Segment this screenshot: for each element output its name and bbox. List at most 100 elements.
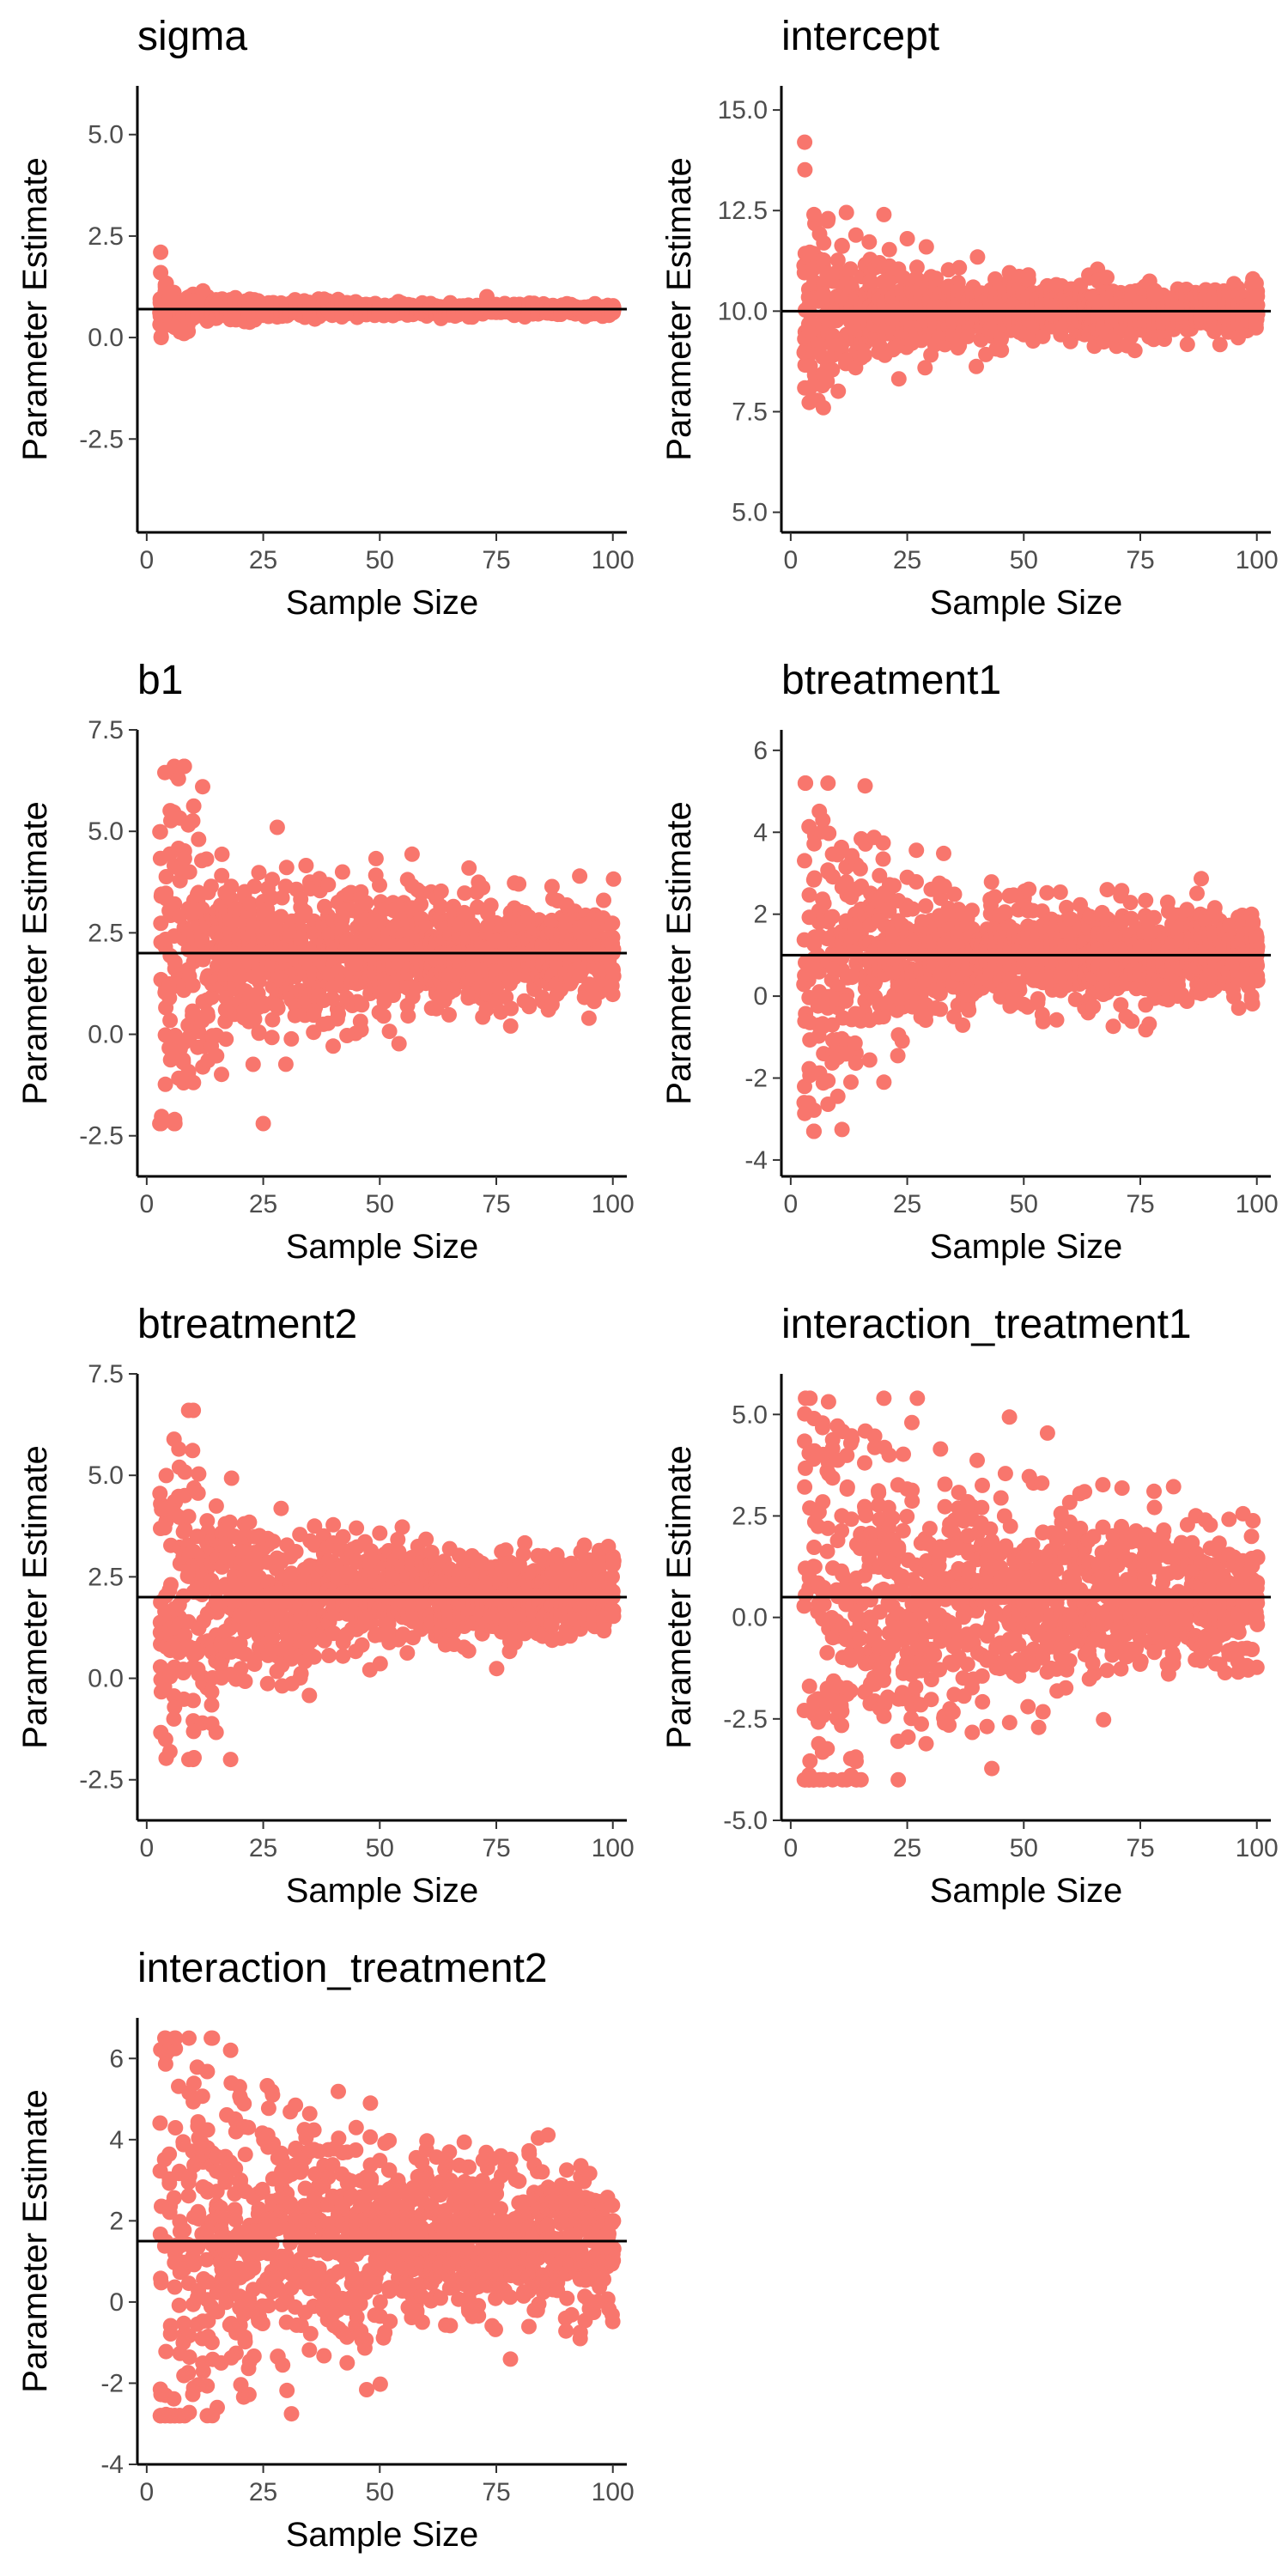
data-point xyxy=(997,904,1013,920)
data-point xyxy=(489,933,504,949)
data-point xyxy=(880,902,896,918)
data-point xyxy=(441,1006,457,1023)
data-point xyxy=(820,775,836,791)
data-point xyxy=(1099,882,1115,898)
x-tick-label: 0 xyxy=(784,546,799,574)
data-point xyxy=(857,778,873,794)
data-point xyxy=(894,1033,910,1049)
data-point xyxy=(158,1467,174,1484)
data-point xyxy=(334,864,350,880)
y-tick-label: 5.0 xyxy=(732,499,768,527)
y-tick-label: 5.0 xyxy=(88,121,124,149)
data-point xyxy=(899,869,915,885)
data-point xyxy=(161,1040,178,1056)
y-tick-label: 2.5 xyxy=(88,919,124,947)
data-point xyxy=(461,860,477,876)
data-point xyxy=(181,864,197,880)
y-tick-label: 2.5 xyxy=(88,222,124,251)
data-point xyxy=(890,1048,906,1064)
data-point xyxy=(1052,884,1068,900)
data-point xyxy=(185,293,202,309)
data-point xyxy=(209,1048,225,1064)
data-point xyxy=(185,1074,202,1091)
x-tick-label: 0 xyxy=(140,546,155,574)
data-point xyxy=(806,835,823,852)
data-point xyxy=(242,896,258,912)
data-point xyxy=(368,850,384,866)
data-point xyxy=(475,879,491,896)
data-point xyxy=(214,1066,229,1083)
data-point xyxy=(162,1012,179,1029)
data-point xyxy=(936,845,951,861)
y-tick-label: -2.5 xyxy=(79,425,124,453)
data-point xyxy=(834,839,849,855)
data-point xyxy=(816,234,832,251)
data-point xyxy=(1249,973,1266,989)
data-point xyxy=(191,1466,207,1482)
data-point xyxy=(255,1115,271,1132)
data-point xyxy=(806,1102,822,1118)
points-group xyxy=(152,1402,622,1768)
data-point xyxy=(904,901,920,917)
data-point xyxy=(1133,295,1148,311)
data-point xyxy=(801,887,817,903)
data-point xyxy=(176,325,192,342)
data-point xyxy=(162,285,178,301)
data-point xyxy=(218,1031,234,1048)
x-axis-label: Sample Size xyxy=(286,1228,479,1266)
data-point xyxy=(203,878,219,895)
panel-b1: b1 0 25 50 75 100 -2.5 0.0 2.5 5.0 7.5 Sample Size P… xyxy=(0,644,644,1279)
data-point xyxy=(964,902,980,919)
x-tick-label: 75 xyxy=(1126,546,1154,574)
data-point xyxy=(1138,892,1154,908)
data-point xyxy=(251,865,267,881)
panel-title: sigma xyxy=(137,14,247,59)
x-axis-label: Sample Size xyxy=(930,584,1123,622)
y-tick-label: 15.0 xyxy=(718,96,768,125)
data-point xyxy=(269,819,285,835)
data-point xyxy=(204,989,220,1005)
points-group xyxy=(796,775,1266,1139)
data-point xyxy=(1127,343,1143,359)
x-tick-label: 75 xyxy=(482,546,510,574)
data-point xyxy=(580,1010,597,1026)
data-point xyxy=(152,823,168,840)
data-point xyxy=(167,954,183,970)
data-point xyxy=(349,956,365,972)
data-point xyxy=(797,134,813,150)
data-point xyxy=(391,1036,407,1052)
data-point xyxy=(946,886,963,902)
x-tick-label: 25 xyxy=(893,546,921,574)
data-point xyxy=(829,252,846,269)
data-point xyxy=(171,1441,187,1457)
data-point xyxy=(875,851,891,867)
data-point xyxy=(605,871,622,887)
data-point xyxy=(861,1052,878,1068)
data-point xyxy=(502,1018,519,1034)
data-point xyxy=(830,383,847,399)
data-point xyxy=(180,1509,197,1525)
panel-btreatment2: btreatment2 0 25 50 75 100 -2.5 0.0 2.5 5.0 7.5 Sam… xyxy=(0,1288,644,1923)
data-point xyxy=(191,831,207,848)
data-point xyxy=(969,249,986,265)
data-point xyxy=(264,1030,280,1046)
data-point xyxy=(214,867,230,884)
data-point xyxy=(167,896,183,912)
data-point xyxy=(400,1008,416,1024)
data-point xyxy=(489,299,504,315)
data-point xyxy=(1146,909,1163,926)
y-axis-label: Parameter Estimate xyxy=(16,157,54,460)
data-point xyxy=(255,303,271,319)
y-tick-label: 2 xyxy=(753,901,768,929)
data-point xyxy=(815,399,831,416)
data-point xyxy=(161,1582,178,1598)
data-point xyxy=(847,1035,863,1051)
x-tick-label: 100 xyxy=(592,1190,635,1218)
data-point xyxy=(848,1055,864,1072)
data-point xyxy=(264,1012,281,1028)
data-point xyxy=(1230,1000,1247,1016)
data-point xyxy=(881,241,897,258)
data-point xyxy=(489,979,505,995)
